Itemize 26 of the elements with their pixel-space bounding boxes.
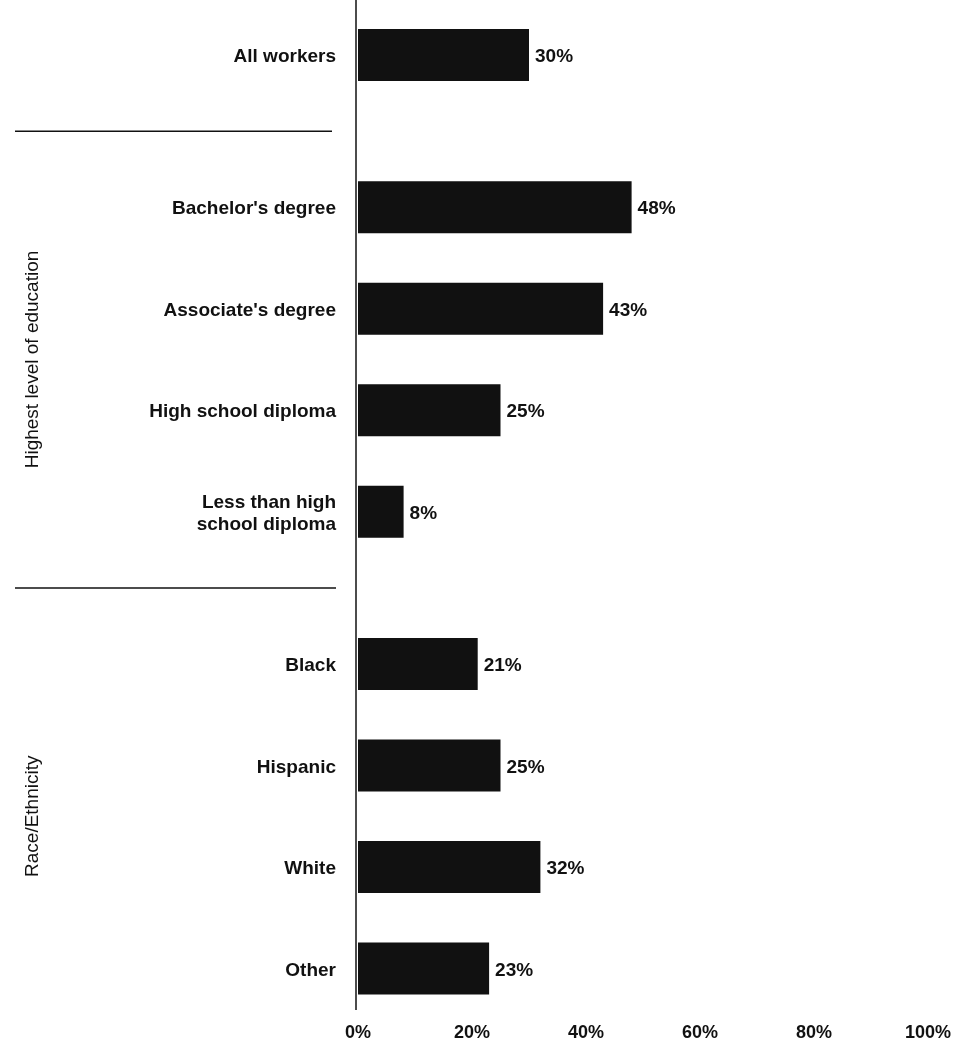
y-tick-label: Bachelor's degree [172,197,336,219]
data-label: 43% [609,298,648,320]
x-tick-label: 20% [453,1022,491,1042]
y-tick-label: White [284,857,336,878]
y-tick-label: High school diploma [149,400,337,422]
data-label: 25% [506,400,545,422]
data-label: 32% [546,857,585,878]
data-label: 23% [495,958,534,980]
x-tick-label: 40% [567,1022,605,1042]
y-tick-label: Hispanic [256,755,337,777]
data-label: 30% [535,45,574,66]
text: Race/Ethnicity [21,755,42,877]
y-tick-label: Black [285,654,337,675]
x-tick-label: 0% [344,1022,372,1042]
data-label: 21% [483,654,522,675]
y-tick-label: Other [285,958,337,980]
y-tick-label: Less than high school diploma [196,490,337,534]
text: Highest level of education [21,250,42,469]
data-label: 25% [506,755,545,777]
y-tick-label: All workers [233,45,336,66]
y-tick-label: Associate's degree [163,298,336,320]
x-tick-label: 60% [681,1022,719,1042]
x-tick-label: 100% [904,1022,952,1042]
x-tick-label: 80% [795,1022,833,1042]
data-label: 48% [637,197,676,219]
data-label: 8% [409,501,438,523]
